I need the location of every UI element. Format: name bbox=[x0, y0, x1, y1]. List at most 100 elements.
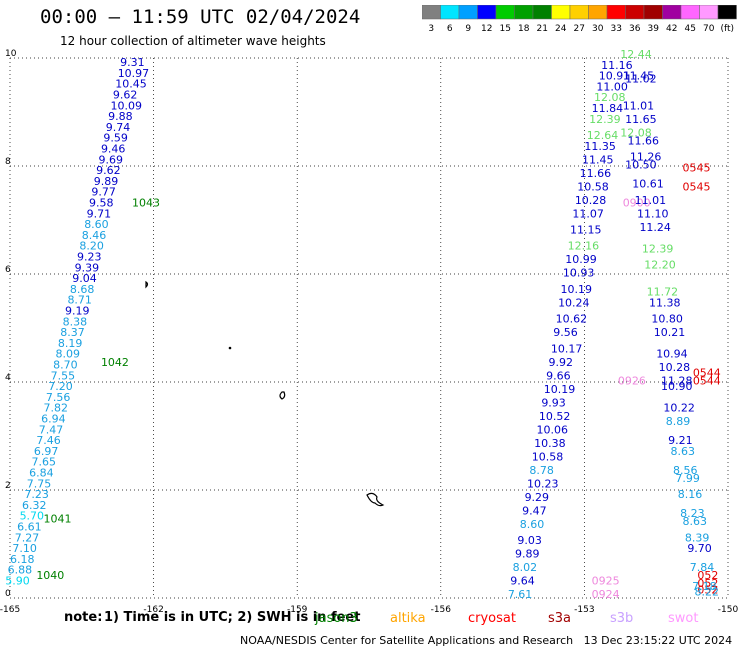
data-label: 12.16 bbox=[568, 240, 600, 253]
data-label: 10.22 bbox=[663, 402, 695, 415]
data-label: 7.84 bbox=[690, 561, 715, 574]
scale-swatch bbox=[551, 5, 571, 20]
island-outline bbox=[279, 391, 286, 400]
data-label: 5.70 bbox=[20, 510, 45, 523]
data-label: 052 bbox=[697, 584, 718, 597]
scale-label: 18 bbox=[518, 24, 530, 34]
data-label: 1040 bbox=[36, 569, 64, 582]
data-label: 8.89 bbox=[666, 415, 691, 428]
data-label: 11.35 bbox=[584, 140, 616, 153]
data-label: 6.61 bbox=[17, 521, 42, 534]
data-label: 10.93 bbox=[563, 267, 595, 280]
data-label: 8.22 bbox=[694, 585, 719, 598]
data-label: 11.07 bbox=[572, 207, 604, 220]
data-label: 12.44 bbox=[620, 48, 652, 61]
data-label: 0900 bbox=[623, 197, 651, 210]
data-label: 9.58 bbox=[89, 197, 114, 210]
data-label: 7.61 bbox=[508, 588, 533, 601]
data-label: 9.23 bbox=[77, 251, 102, 264]
data-label: 10.19 bbox=[560, 283, 592, 296]
data-label: 9.31 bbox=[120, 56, 144, 69]
data-label: 8.63 bbox=[683, 515, 708, 528]
data-label: 10.62 bbox=[556, 313, 588, 326]
data-label: 9.71 bbox=[87, 207, 112, 220]
mission-legend-altika: altika bbox=[390, 611, 426, 626]
data-label: 10.23 bbox=[527, 477, 559, 490]
data-label: 8.37 bbox=[60, 326, 84, 339]
scale-swatch bbox=[477, 5, 497, 20]
scale-swatch bbox=[643, 5, 663, 20]
data-label: 1041 bbox=[44, 512, 72, 525]
mission-legend-jason3: jason3 bbox=[315, 611, 358, 626]
data-label: 9.70 bbox=[687, 542, 712, 555]
data-label: 0545 bbox=[683, 161, 711, 174]
color-scale: 3 6 9 12 15 18 21 24 27 30 33 36 39 42 45 70 (ft) bbox=[422, 5, 737, 34]
data-label: 9.77 bbox=[91, 186, 116, 199]
data-label: 8.63 bbox=[671, 445, 696, 458]
data-label: 10.52 bbox=[539, 410, 571, 423]
data-label: 0544 bbox=[693, 375, 721, 388]
data-label: 10.58 bbox=[577, 180, 609, 193]
scale-label: 70 bbox=[703, 24, 715, 34]
data-label: 0926 bbox=[618, 375, 646, 388]
data-label: 10.28 bbox=[575, 194, 607, 207]
data-label: 052 bbox=[697, 577, 718, 590]
data-label: 7.20 bbox=[48, 380, 73, 393]
data-label: 9.66 bbox=[546, 369, 571, 382]
data-label: 9.62 bbox=[113, 89, 138, 102]
data-label: 9.03 bbox=[517, 534, 542, 547]
data-label: 12.64 bbox=[587, 129, 619, 142]
data-label: 10.19 bbox=[544, 383, 576, 396]
data-label: 9.64 bbox=[510, 575, 535, 588]
scale-label: 27 bbox=[574, 24, 585, 34]
scale-label: 9 bbox=[465, 24, 471, 34]
data-label: 1043 bbox=[132, 197, 160, 210]
scale-label: 12 bbox=[481, 24, 492, 34]
data-label: 10.17 bbox=[551, 342, 583, 355]
scale-swatch bbox=[699, 5, 719, 20]
data-label: 11.15 bbox=[570, 224, 602, 237]
data-label: 9.46 bbox=[101, 143, 126, 156]
data-label: 8.68 bbox=[70, 283, 95, 296]
data-label: 052 bbox=[697, 569, 718, 582]
data-label: 1042 bbox=[101, 356, 129, 369]
data-label: 11.10 bbox=[637, 207, 669, 220]
data-label: 10.97 bbox=[118, 67, 150, 80]
data-label: 7.27 bbox=[15, 531, 40, 544]
y-tick-label: 6 bbox=[5, 265, 11, 275]
scale-swatch bbox=[662, 5, 682, 20]
data-label: 11.38 bbox=[649, 296, 681, 309]
data-label: 9.59 bbox=[103, 132, 128, 145]
data-label: 8.56 bbox=[673, 464, 698, 477]
data-label: 9.92 bbox=[549, 356, 574, 369]
legend-note: note: 1) Time is in UTC; 2) SWH is in fe… bbox=[0, 610, 740, 650]
island-outline bbox=[366, 492, 385, 507]
data-label: 11.01 bbox=[635, 194, 667, 207]
scale-label: 3 bbox=[428, 24, 434, 34]
scale-label: 21 bbox=[537, 24, 548, 34]
scale-label: 33 bbox=[611, 24, 622, 34]
data-label: 9.89 bbox=[515, 548, 540, 561]
data-label: 11.16 bbox=[601, 59, 633, 72]
scale-swatch bbox=[458, 5, 478, 20]
scale-label: (ft) bbox=[720, 24, 734, 34]
data-label: 8.71 bbox=[67, 294, 92, 307]
data-label: 9.47 bbox=[522, 504, 547, 517]
scale-swatch bbox=[569, 5, 589, 20]
data-label: 0925 bbox=[592, 575, 620, 588]
page-title: 00:00 – 11:59 UTC 02/04/2024 bbox=[40, 6, 361, 28]
data-label: 12.08 bbox=[594, 91, 626, 104]
data-label: 11.01 bbox=[623, 99, 655, 112]
data-label: 8.39 bbox=[685, 531, 710, 544]
data-label: 8.23 bbox=[680, 507, 705, 520]
data-label: 10.99 bbox=[565, 253, 597, 266]
island-outline bbox=[145, 280, 149, 289]
note-text: 1) Time is in UTC; 2) SWH is in feet bbox=[104, 610, 361, 625]
mission-legend-s3a: s3a bbox=[548, 611, 572, 626]
data-label: 9.29 bbox=[525, 491, 550, 504]
data-label: 12.39 bbox=[589, 113, 621, 126]
scale-swatch bbox=[495, 5, 515, 20]
data-label: 7.56 bbox=[46, 391, 71, 404]
data-label: 0544 bbox=[693, 367, 721, 380]
scale-label: 36 bbox=[629, 24, 641, 34]
